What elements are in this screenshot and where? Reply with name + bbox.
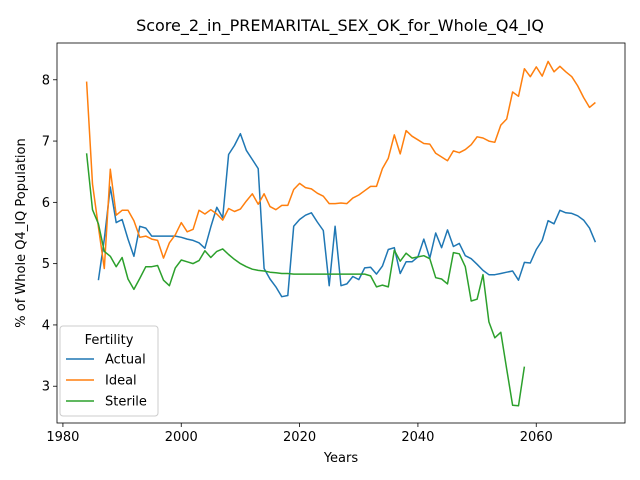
- legend-label-ideal: Ideal: [105, 374, 137, 389]
- legend: Fertility Actual Ideal Sterile: [60, 326, 158, 416]
- y-axis-label: % of Whole Q4_IQ Population: [14, 138, 29, 327]
- x-tick-label: 2020: [283, 430, 316, 445]
- y-tick-label: 6: [42, 196, 50, 211]
- y-tick-label: 7: [42, 135, 50, 150]
- chart-title: Score_2_in_PREMARITAL_SEX_OK_for_Whole_Q…: [136, 16, 544, 36]
- x-tick-label: 2060: [520, 430, 553, 445]
- legend-label-sterile: Sterile: [105, 395, 147, 410]
- legend-title: Fertility: [85, 333, 134, 348]
- x-axis-label: Years: [323, 451, 359, 466]
- y-tick-label: 4: [42, 318, 50, 333]
- y-tick-label: 3: [42, 380, 50, 395]
- y-tick-label: 5: [42, 257, 50, 272]
- x-tick-label: 1980: [46, 430, 79, 445]
- x-tick-label: 2000: [165, 430, 198, 445]
- legend-label-actual: Actual: [105, 353, 146, 368]
- x-tick-label: 2040: [401, 430, 434, 445]
- y-tick-label: 8: [42, 73, 50, 88]
